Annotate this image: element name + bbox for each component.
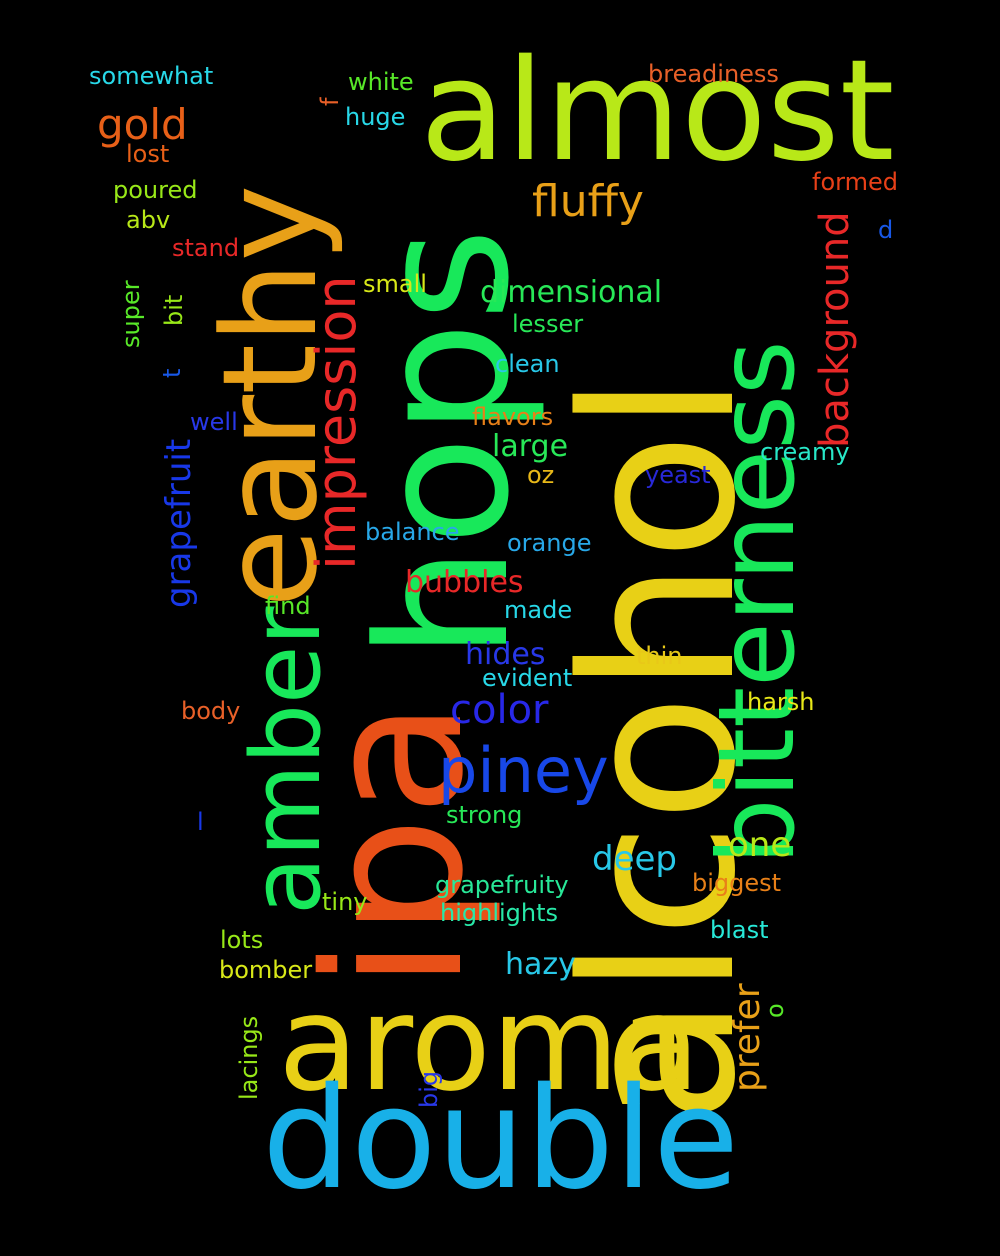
word-o: o: [761, 1003, 789, 1018]
word-lots: lots: [220, 926, 264, 954]
word-flavors: flavors: [472, 403, 554, 431]
word-lacings: lacings: [235, 1015, 263, 1100]
word-d: d: [878, 216, 894, 244]
word-prefer: prefer: [727, 983, 768, 1092]
word-highlights: highlights: [440, 899, 559, 927]
word-thin: thin: [636, 642, 683, 670]
word-l: l: [197, 808, 204, 836]
word-one: one: [728, 825, 792, 865]
word-super: super: [117, 280, 145, 348]
word-white: white: [348, 68, 414, 96]
word-almost: almost: [420, 30, 895, 193]
word-small: small: [363, 270, 427, 298]
word-huge: huge: [345, 103, 406, 131]
word-hides: hides: [465, 637, 546, 672]
word-blast: blast: [710, 916, 769, 944]
word-bomber: bomber: [219, 956, 313, 984]
word-lost: lost: [126, 140, 170, 168]
word-yeast: yeast: [645, 461, 711, 489]
word-strong: strong: [446, 801, 523, 829]
word-background: background: [812, 211, 858, 448]
word-breadiness: breadiness: [648, 60, 779, 88]
word-somewhat: somewhat: [89, 62, 214, 90]
word-piney: piney: [438, 734, 609, 807]
word-well: well: [190, 408, 238, 436]
word-made: made: [504, 596, 573, 624]
word-formed: formed: [812, 168, 898, 196]
word-grapefruit: grapefruit: [159, 438, 199, 608]
word-gold: gold: [97, 100, 188, 149]
word-dimensional: dimensional: [480, 275, 663, 310]
word-orange: orange: [507, 529, 592, 557]
word-bitterness: bitterness: [696, 340, 818, 865]
word-clean: clean: [495, 350, 560, 378]
word-aroma: aroma: [278, 967, 701, 1121]
word-bubbles: bubbles: [405, 565, 524, 600]
word-tiny: tiny: [322, 888, 368, 916]
word-grapefruity: grapefruity: [435, 871, 569, 899]
word-amber: amber: [232, 606, 342, 915]
word-large: large: [492, 429, 569, 464]
word-body: body: [181, 697, 241, 725]
word-bit: bit: [160, 294, 188, 326]
word-find: find: [265, 592, 311, 620]
word-hazy: hazy: [505, 947, 576, 982]
word-poured: poured: [113, 176, 198, 204]
word-big: big: [415, 1070, 443, 1108]
word-abv: abv: [126, 206, 171, 234]
word-oz: oz: [527, 461, 555, 489]
word-t: t: [158, 368, 186, 378]
word-harsh: harsh: [747, 688, 815, 716]
word-biggest: biggest: [692, 869, 782, 897]
word-balance: balance: [365, 518, 460, 546]
word-lesser: lesser: [512, 310, 584, 338]
word-impression: impression: [305, 275, 368, 570]
word-double: double: [262, 1058, 740, 1221]
word-deep: deep: [592, 839, 677, 879]
word-creamy: creamy: [760, 438, 850, 466]
word-stand: stand: [172, 234, 240, 262]
word-f: f: [316, 97, 344, 106]
word-color: color: [450, 687, 549, 733]
word-fluffy: fluffy: [532, 176, 644, 227]
word-evident: evident: [482, 664, 573, 692]
